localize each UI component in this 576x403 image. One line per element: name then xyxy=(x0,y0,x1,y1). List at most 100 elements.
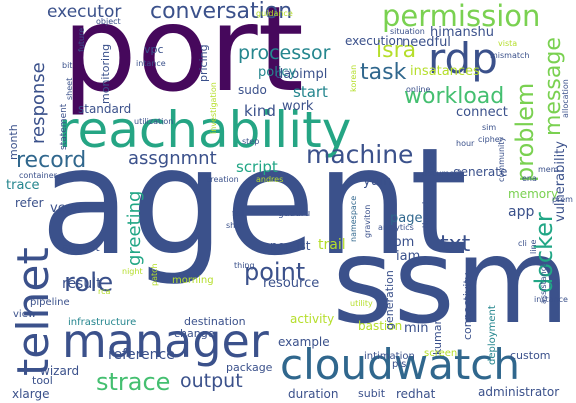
word: output xyxy=(180,370,243,392)
word: package xyxy=(226,361,273,374)
word: step xyxy=(242,137,260,146)
word: wizard xyxy=(40,364,80,378)
word: vulnerability xyxy=(553,141,568,222)
word: object xyxy=(96,17,121,26)
word: investigation xyxy=(209,82,218,134)
word: record xyxy=(16,148,87,173)
word: andres xyxy=(256,175,284,184)
word: morning xyxy=(172,275,214,286)
word: policy xyxy=(258,65,297,80)
word: sim xyxy=(482,123,497,132)
word: pricing xyxy=(197,44,210,82)
word: page xyxy=(390,211,423,226)
word: redhat xyxy=(396,387,436,401)
word: thread xyxy=(421,201,430,228)
word: monitoring xyxy=(99,43,112,104)
word: problem xyxy=(511,82,539,182)
word: infrastructure xyxy=(68,317,137,328)
word: executor xyxy=(47,2,122,22)
word: view xyxy=(13,309,37,320)
word: vpc xyxy=(144,43,164,56)
word: conversation xyxy=(150,0,293,24)
word: namespace xyxy=(349,195,358,242)
word: bastion xyxy=(358,319,403,333)
word: result xyxy=(62,276,102,292)
word: online xyxy=(406,85,431,94)
word: min xyxy=(404,321,429,336)
word: rca xyxy=(98,287,111,296)
word: yum xyxy=(363,174,392,189)
word: graviton xyxy=(363,204,372,238)
word: ssm xyxy=(332,212,570,350)
word: cloudwatch xyxy=(280,340,521,389)
word: isra xyxy=(376,38,417,63)
word: vista xyxy=(498,39,518,48)
word: screen xyxy=(424,348,458,359)
word: manager xyxy=(62,314,269,368)
word: generate xyxy=(453,165,508,179)
word: night xyxy=(122,267,143,276)
word: activity xyxy=(290,312,335,326)
word: assgnmnt xyxy=(128,148,217,169)
word: hour xyxy=(456,139,475,148)
word: instance xyxy=(534,295,568,304)
word: role xyxy=(64,268,114,298)
word: administrator xyxy=(478,385,560,399)
word: example xyxy=(278,335,330,349)
word: script xyxy=(236,158,278,176)
word: guidance xyxy=(256,9,293,18)
word: utility xyxy=(350,299,373,308)
word: daoimpl xyxy=(275,67,328,82)
word: destination xyxy=(184,315,246,328)
word: deployment xyxy=(487,305,498,365)
word: situation xyxy=(390,27,425,36)
word: prem xyxy=(552,195,573,204)
word: allocation xyxy=(561,79,570,118)
word: trace xyxy=(6,178,40,193)
word: duration xyxy=(288,387,339,401)
word: vcpu xyxy=(50,201,82,216)
word: point xyxy=(244,258,306,286)
word: line xyxy=(529,239,538,254)
word: change xyxy=(174,327,215,340)
word: cipher xyxy=(478,135,503,144)
word: mismatch xyxy=(490,51,530,60)
word: sudo xyxy=(238,83,267,97)
word: memory xyxy=(508,187,559,201)
word: custom xyxy=(510,349,551,362)
word: pls xyxy=(392,359,407,370)
word: rpm xyxy=(388,235,415,250)
word: thing xyxy=(234,261,255,270)
word: response xyxy=(28,62,49,144)
word: start xyxy=(293,83,328,101)
word: execution xyxy=(345,34,404,48)
word: work xyxy=(282,99,314,114)
word: txt xyxy=(440,232,471,257)
word: persist xyxy=(270,239,311,253)
word: creation xyxy=(206,175,239,184)
word: standard xyxy=(78,102,132,116)
word: machine xyxy=(306,140,414,169)
word: future xyxy=(77,27,86,52)
word: trail xyxy=(318,237,346,253)
word: rdp xyxy=(428,34,498,83)
word: statement xyxy=(59,103,69,150)
word: guduru xyxy=(278,209,311,219)
word: xlarge xyxy=(12,387,50,401)
word: mem xyxy=(538,165,559,174)
word: kind xyxy=(244,102,276,120)
word: month xyxy=(7,124,20,160)
word: strace xyxy=(96,368,171,396)
word: greeting xyxy=(124,190,145,266)
word: generation xyxy=(383,270,396,330)
word: august xyxy=(62,241,100,254)
word: patch xyxy=(150,263,159,286)
word: iam xyxy=(396,249,421,264)
word: app xyxy=(508,204,535,220)
word: processor xyxy=(238,42,331,64)
word: refer xyxy=(15,196,44,210)
word: pipeline xyxy=(30,297,70,308)
word: port xyxy=(62,0,304,118)
word: subit xyxy=(358,387,386,400)
